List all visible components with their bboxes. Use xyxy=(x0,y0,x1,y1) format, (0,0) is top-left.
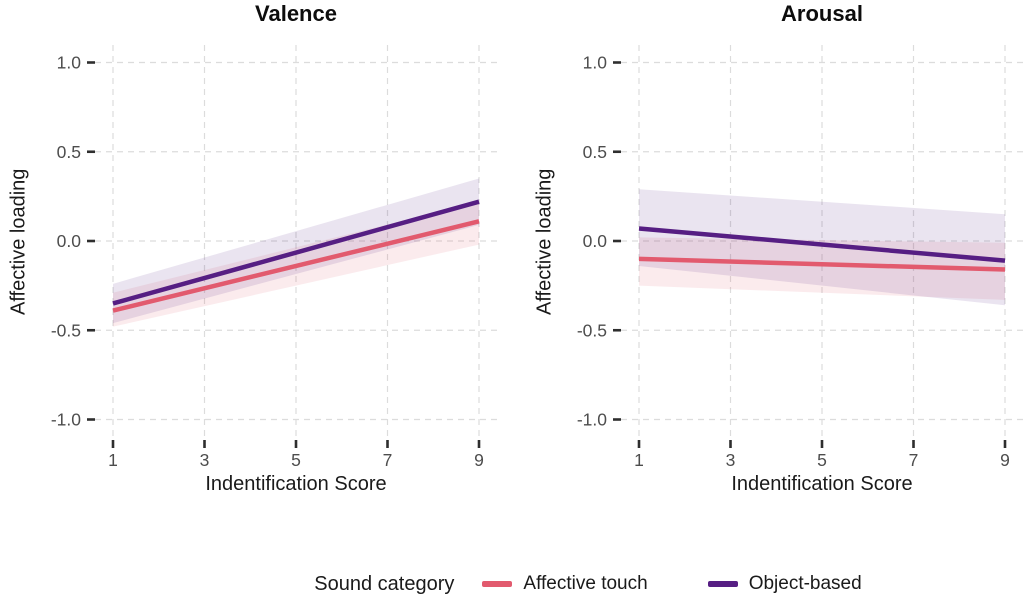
x-tick-label: 1 xyxy=(634,450,644,470)
x-tick-label: 5 xyxy=(291,450,301,470)
x-tick-label: 9 xyxy=(474,450,484,470)
y-axis-title-arousal: Affective loading xyxy=(533,168,556,316)
trend-line-affective-touch xyxy=(112,219,480,313)
panel-arousal: -1.0 -0.5 0.0 0.5 1.0 1 3 5 7 9 xyxy=(577,45,1023,470)
y-tick-label: 1.0 xyxy=(583,53,608,73)
y-axis-title-valence: Affective loading xyxy=(7,168,30,316)
y-tick-label: 0.0 xyxy=(583,231,608,251)
y-tick-label: -1.0 xyxy=(577,410,607,430)
trend-line-object-based xyxy=(112,199,480,306)
legend-item-affective-touch: Affective touch xyxy=(482,573,648,595)
legend-label-affective-touch: Affective touch xyxy=(523,573,648,594)
y-tick-label: -0.5 xyxy=(51,320,81,340)
legend: Sound category Affective touch Object-ba… xyxy=(76,570,1024,598)
legend-key-affective-touch xyxy=(482,581,513,587)
legend-label-object-based: Object-based xyxy=(748,573,862,594)
y-tick-label: -0.5 xyxy=(577,320,607,340)
y-tick-label: 1.0 xyxy=(57,53,82,73)
legend-key-object-based xyxy=(707,581,738,587)
x-tick-label: 7 xyxy=(383,450,393,470)
legend-title: Sound category xyxy=(314,572,455,595)
panel-valence: -1.0 -0.5 0.0 0.5 1.0 1 3 5 7 9 xyxy=(51,45,497,470)
ci-band-object-based xyxy=(639,189,1005,306)
x-tick-label: 5 xyxy=(817,450,827,470)
x-tick-label: 7 xyxy=(909,450,919,470)
trend-line-affective-touch xyxy=(638,256,1006,272)
x-tick-label: 1 xyxy=(108,450,118,470)
x-tick-label: 3 xyxy=(726,450,736,470)
y-tick-label: -1.0 xyxy=(51,410,81,430)
trend-line-object-based xyxy=(638,226,1006,263)
y-tick-label: 0.0 xyxy=(57,231,82,251)
y-tick-label: 0.5 xyxy=(583,142,607,162)
legend-item-object-based: Object-based xyxy=(707,573,862,595)
x-axis-title-valence: Indentification Score xyxy=(205,473,387,495)
y-tick-label: 0.5 xyxy=(57,142,81,162)
x-tick-label: 3 xyxy=(200,450,210,470)
x-tick-label: 9 xyxy=(1000,450,1010,470)
panel-title-valence: Valence xyxy=(255,1,337,26)
panel-title-arousal: Arousal xyxy=(781,1,863,26)
x-axis-title-arousal: Indentification Score xyxy=(731,473,913,495)
